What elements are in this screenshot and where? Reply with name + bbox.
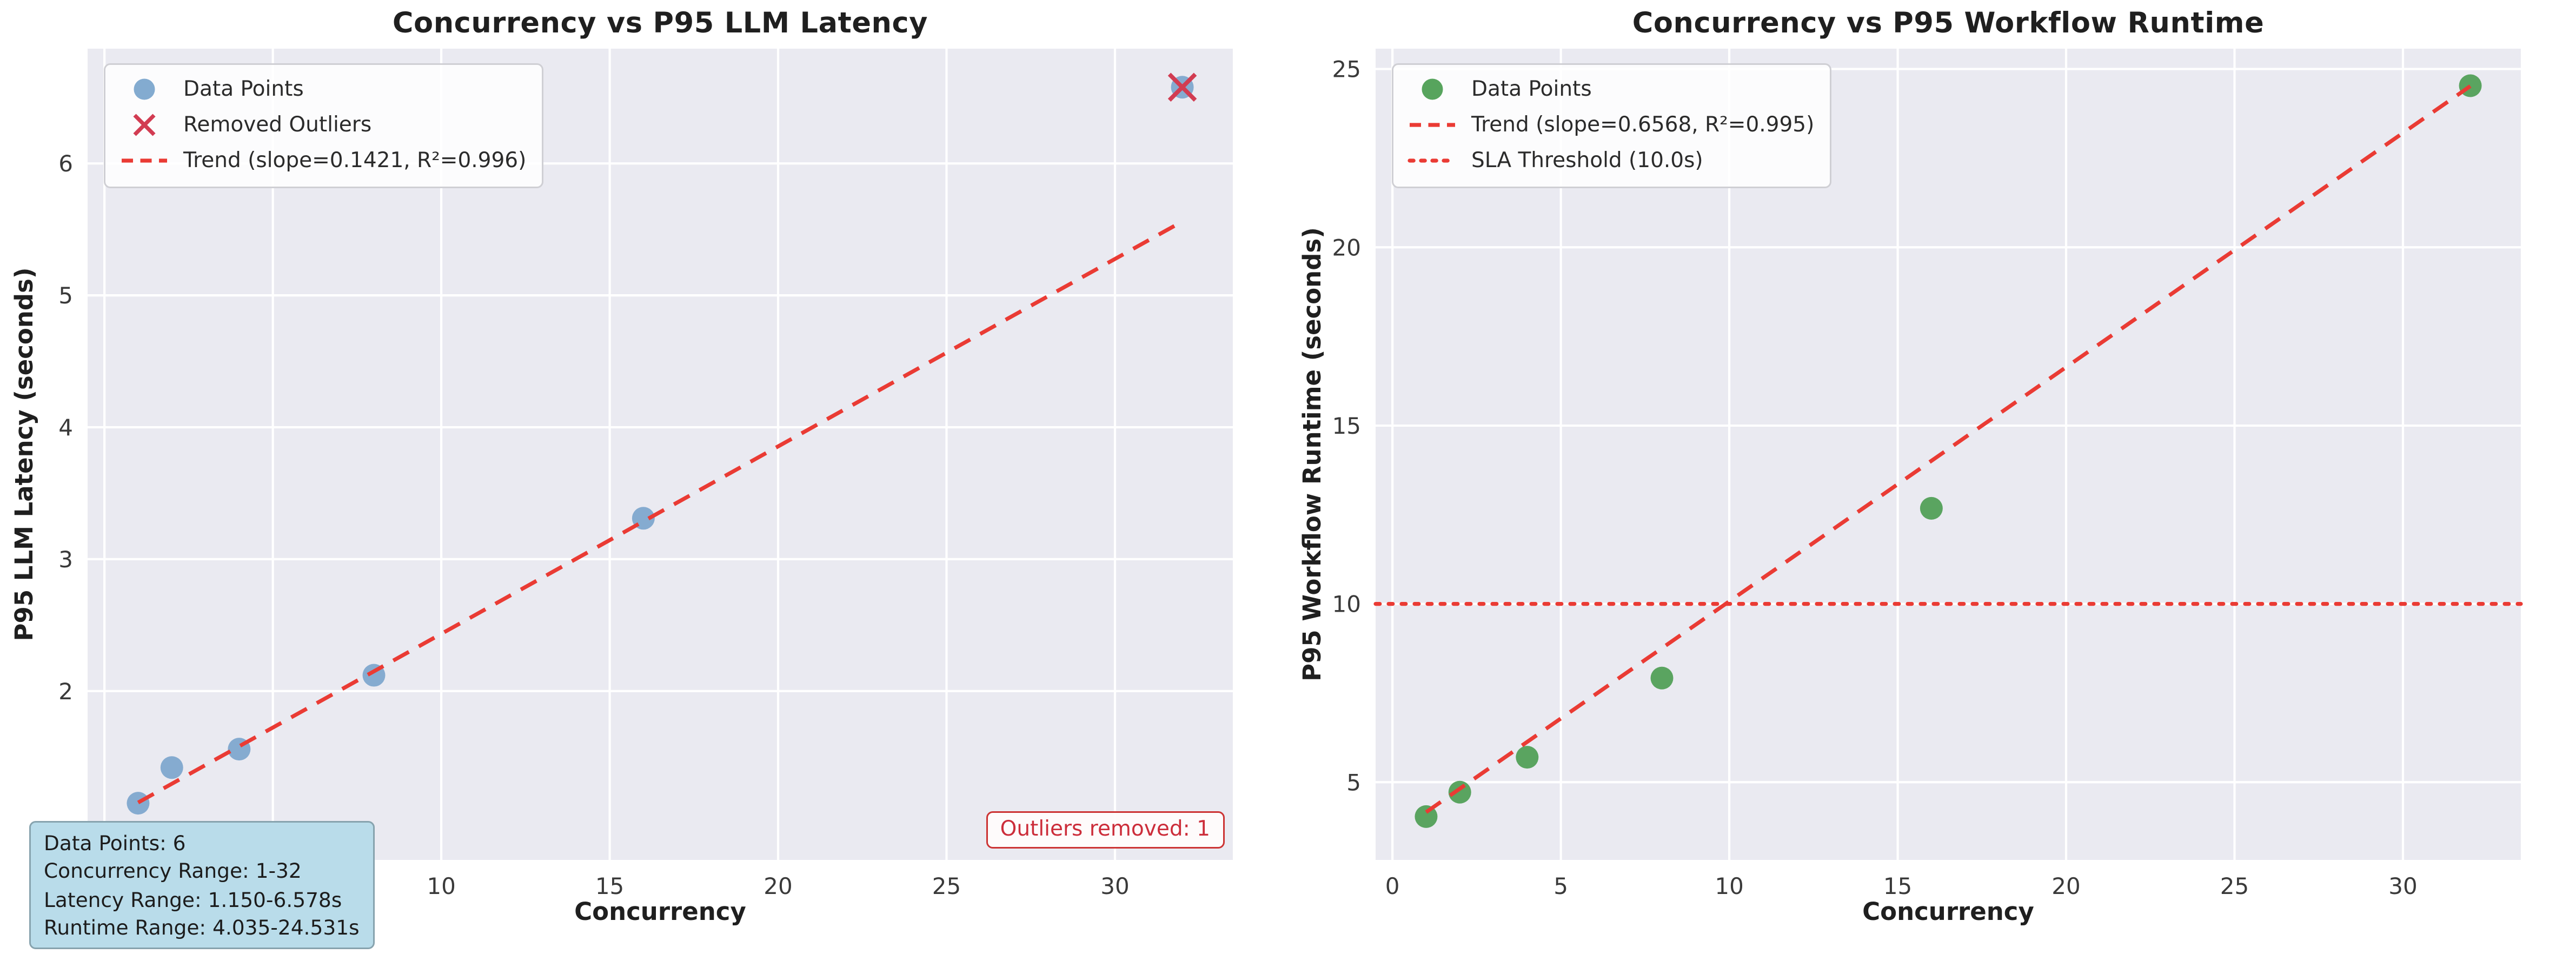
latency-x-axis-label: Concurrency	[574, 897, 746, 926]
svg-text:4: 4	[58, 414, 73, 441]
latency-legend: Data Points Removed Outliers Trend (slope=…	[104, 63, 545, 188]
runtime-legend: Data Points Trend (slope=0.6568, R²=0.995…	[1392, 63, 1833, 188]
legend-marker-icon	[1407, 158, 1457, 163]
svg-text:5: 5	[58, 282, 73, 309]
legend-label: Data Points	[1471, 77, 1592, 102]
svg-text:15: 15	[595, 873, 624, 899]
info-line-concurrency-range: Concurrency Range: 1-32	[44, 858, 302, 883]
svg-text:0: 0	[1385, 873, 1400, 899]
svg-text:15: 15	[1332, 413, 1361, 439]
outliers-removed-annotation: Outliers removed: 1	[985, 811, 1225, 849]
svg-text:6: 6	[58, 150, 73, 177]
svg-text:30: 30	[1100, 873, 1129, 899]
info-line-data-points: Data Points: 6	[44, 831, 186, 855]
svg-text:10: 10	[1715, 873, 1743, 899]
legend-item: Data Points	[1406, 76, 1814, 102]
legend-item: SLA Threshold (10.0s)	[1406, 148, 1814, 174]
legend-marker-icon	[1410, 123, 1455, 127]
legend-label: Data Points	[183, 77, 304, 102]
legend-marker-icon	[122, 158, 167, 163]
runtime-chart-panel: Concurrency vs P95 Workflow Runtime P95 …	[1288, 0, 2576, 967]
summary-info-box: Data Points: 6 Concurrency Range: 1-32 L…	[29, 821, 374, 949]
svg-text:25: 25	[932, 873, 961, 899]
svg-text:3: 3	[58, 546, 73, 573]
svg-text:20: 20	[763, 873, 792, 899]
info-line-runtime-range: Runtime Range: 4.035-24.531s	[44, 915, 360, 939]
latency-chart-panel: Concurrency vs P95 LLM Latency P95 LLM L…	[10, 8, 1233, 949]
latency-y-axis-label: P95 LLM Latency (seconds)	[10, 267, 39, 641]
runtime-scatter-plot: 0 5 10 15 20 25 30 5 10 15 20 25	[1332, 49, 2523, 899]
svg-text:25: 25	[1332, 56, 1361, 83]
svg-text:2: 2	[58, 678, 73, 705]
latency-chart-title: Concurrency vs P95 LLM Latency	[392, 8, 928, 41]
legend-item: Data Points	[118, 76, 526, 102]
runtime-chart-title: Concurrency vs P95 Workflow Runtime	[1632, 8, 2265, 41]
runtime-x-axis-label: Concurrency	[1862, 897, 2034, 926]
svg-text:5: 5	[1553, 873, 1568, 899]
svg-text:30: 30	[2388, 873, 2417, 899]
legend-item: Removed Outliers	[118, 112, 526, 138]
svg-text:5: 5	[1346, 769, 1361, 796]
svg-text:15: 15	[1883, 873, 1912, 899]
svg-text:25: 25	[2220, 873, 2249, 899]
info-line-latency-range: Latency Range: 1.150-6.578s	[44, 886, 342, 911]
svg-text:10: 10	[1332, 591, 1361, 618]
legend-item: Trend (slope=0.1421, R²=0.996)	[118, 148, 526, 174]
runtime-plot-area: 0 5 10 15 20 25 30 5 10 15 20 25 Data Points Trend (…	[1332, 49, 2523, 899]
svg-text:20: 20	[1332, 234, 1361, 261]
svg-text:10: 10	[427, 873, 455, 899]
legend-marker-icon	[1422, 78, 1443, 100]
legend-label: Trend (slope=0.6568, R²=0.995)	[1471, 112, 1815, 137]
runtime-y-axis-label: P95 Workflow Runtime (seconds)	[1298, 227, 1327, 681]
legend-label: SLA Threshold (10.0s)	[1471, 148, 1703, 173]
legend-item: Trend (slope=0.6568, R²=0.995)	[1406, 112, 1814, 138]
svg-text:20: 20	[2051, 873, 2080, 899]
legend-label: Trend (slope=0.1421, R²=0.996)	[183, 148, 527, 173]
legend-label: Removed Outliers	[183, 112, 372, 137]
legend-marker-icon	[133, 114, 156, 136]
legend-marker-icon	[134, 78, 155, 100]
